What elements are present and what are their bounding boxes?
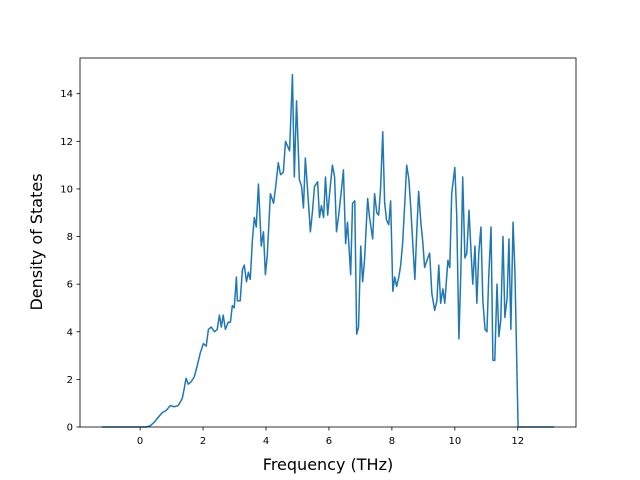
x-axis-label: Frequency (THz) [263,455,393,474]
y-tick-label: 8 [67,232,73,243]
y-tick-label: 14 [60,89,73,100]
axes-frame [79,57,577,428]
y-tick-label: 10 [60,184,73,195]
x-tick-label: 6 [326,436,332,447]
y-tick-label: 2 [67,375,73,386]
x-tick-label: 0 [137,436,143,447]
data-line [102,73,554,428]
x-tick-label: 2 [200,436,206,447]
x-tick-label: 12 [511,436,524,447]
y-tick-label: 0 [67,423,73,434]
y-tick-label: 12 [60,137,73,148]
x-tick-label: 8 [389,436,395,447]
x-tick-label: 4 [263,436,269,447]
y-axis-label: Density of States [27,173,46,310]
x-tick-label: 10 [448,436,461,447]
y-tick-label: 6 [67,280,73,291]
y-tick-label: 4 [67,327,73,338]
